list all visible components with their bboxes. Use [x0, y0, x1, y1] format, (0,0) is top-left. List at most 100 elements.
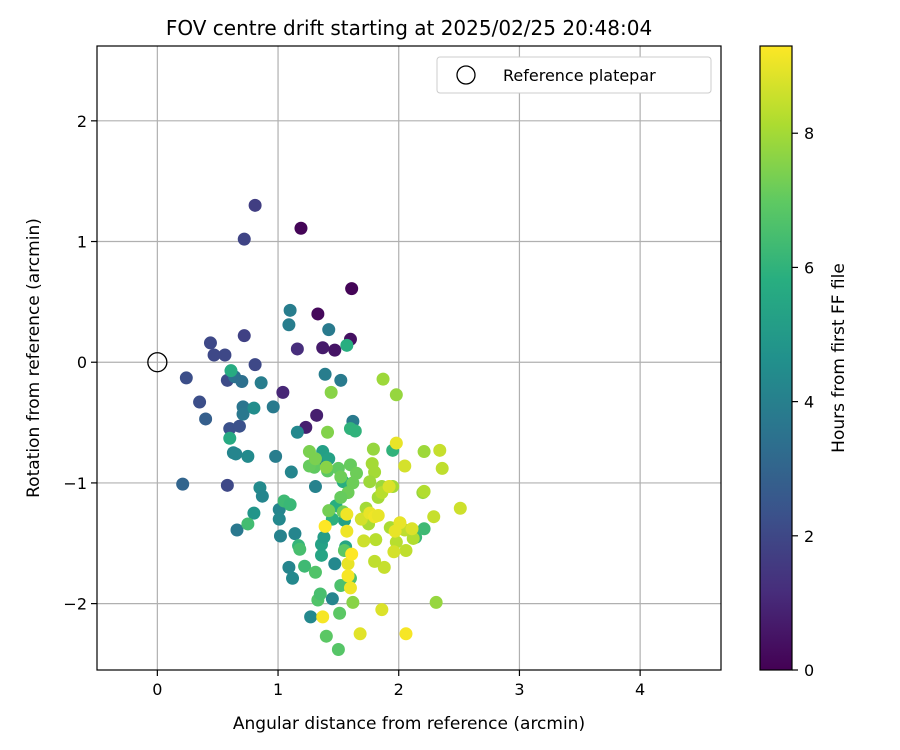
y-tick-label: −1 [63, 474, 87, 493]
data-point [325, 592, 339, 606]
data-point [235, 375, 249, 389]
data-points [176, 198, 467, 656]
data-point [232, 419, 246, 433]
y-tick-label: 1 [77, 233, 87, 252]
data-point [319, 629, 333, 643]
data-point [387, 545, 401, 559]
data-point [429, 595, 443, 609]
data-point [283, 498, 297, 512]
data-point [176, 477, 190, 491]
data-point [247, 506, 261, 520]
data-point [237, 232, 251, 246]
data-point [237, 329, 251, 343]
data-point [241, 517, 255, 531]
data-point [334, 373, 348, 387]
data-point [417, 522, 431, 536]
y-axis-ticks: −2 −1 0 1 2 [63, 112, 97, 614]
data-point [283, 303, 297, 317]
data-point [294, 221, 308, 235]
y-tick-label: 2 [77, 112, 87, 131]
data-point [313, 587, 327, 601]
legend-marker-circle-icon [456, 65, 476, 85]
data-point [343, 581, 357, 595]
data-point [248, 198, 262, 212]
data-point [241, 449, 255, 463]
data-point [288, 527, 302, 541]
colorbar-tick-label: 2 [804, 527, 814, 546]
data-point [348, 424, 362, 438]
data-point [324, 385, 338, 399]
data-point [229, 447, 243, 461]
colorbar-label: Hours from first FF file [829, 263, 849, 453]
data-point [308, 452, 322, 466]
colorbar-tick-label: 8 [804, 124, 814, 143]
chart-title: FOV centre drift starting at 2025/02/25 … [166, 16, 652, 40]
data-point [272, 512, 286, 526]
data-point [389, 436, 403, 450]
data-point [328, 557, 342, 571]
x-axis-ticks: 0 1 2 3 4 [152, 670, 645, 699]
data-point [317, 530, 331, 544]
data-point [316, 610, 330, 624]
data-point [290, 425, 304, 439]
data-point [207, 348, 221, 362]
colorbar-gradient [759, 45, 793, 671]
data-point [393, 516, 407, 530]
data-point [417, 445, 431, 459]
data-point [255, 489, 269, 503]
data-point [318, 519, 332, 533]
data-point [399, 544, 413, 558]
x-tick-label: 3 [514, 680, 524, 699]
data-point [334, 470, 348, 484]
data-point [366, 442, 380, 456]
data-point [199, 412, 213, 426]
data-point [389, 388, 403, 402]
data-point [318, 367, 332, 381]
data-point [236, 407, 250, 421]
x-tick-label: 2 [394, 680, 404, 699]
data-point [382, 480, 396, 494]
colorbar-tick-label: 6 [804, 258, 814, 277]
y-tick-label: −2 [63, 595, 87, 614]
data-point [266, 400, 280, 414]
data-point [308, 565, 322, 579]
data-point [293, 542, 307, 556]
y-axis-label: Rotation from reference (arcmin) [24, 218, 44, 498]
data-point [398, 459, 412, 473]
data-point [353, 627, 367, 641]
data-point [427, 510, 441, 524]
data-point [298, 559, 312, 573]
colorbar-ticks: 0 2 4 6 8 [792, 124, 814, 680]
data-point [334, 490, 348, 504]
x-tick-label: 1 [273, 680, 283, 699]
data-point [369, 533, 383, 547]
data-point [331, 642, 345, 656]
data-point [282, 560, 296, 574]
data-point [314, 548, 328, 562]
legend-entry: Reference platepar [503, 66, 656, 85]
plot-frame [96, 45, 722, 671]
colorbar-tick-label: 0 [804, 661, 814, 680]
data-point [363, 475, 377, 489]
data-point [340, 507, 354, 521]
data-point [282, 318, 296, 332]
data-point [220, 478, 234, 492]
data-point [308, 480, 322, 494]
legend-box [436, 56, 712, 94]
y-tick-label: 0 [77, 353, 87, 372]
data-point [405, 522, 419, 536]
data-point [345, 547, 359, 561]
colorbar-tick-label: 4 [804, 393, 814, 412]
data-point [399, 627, 413, 641]
data-point [433, 443, 447, 457]
data-point [377, 560, 391, 574]
data-point [435, 461, 449, 475]
data-point [333, 606, 347, 620]
data-point [223, 431, 237, 445]
data-point [230, 523, 244, 537]
data-point [340, 338, 354, 352]
data-point [406, 531, 420, 545]
data-point [453, 501, 467, 515]
colorbar: 0 2 4 6 8 Hours from first FF file [759, 45, 849, 680]
data-point [269, 449, 283, 463]
